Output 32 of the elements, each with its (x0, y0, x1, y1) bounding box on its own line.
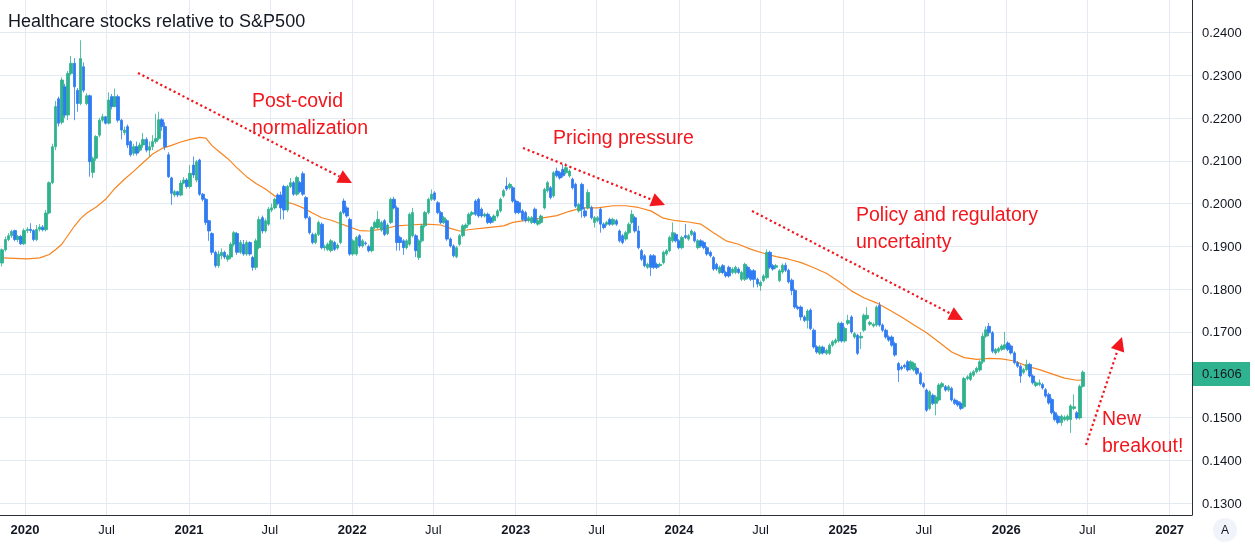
y-tick-label: 0.1900 (1202, 238, 1242, 254)
annotation: Policy and regulatory uncertainty (856, 202, 1039, 254)
x-tick-label: 2021 (174, 522, 204, 537)
y-tick-label: 0.2400 (1202, 25, 1242, 41)
y-tick-label: 0.1500 (1202, 409, 1242, 425)
x-tick-label: 2027 (1155, 522, 1185, 537)
x-tick-label: Jul (752, 522, 769, 537)
x-tick-label: 2024 (664, 522, 695, 537)
y-tick-label: 0.1300 (1202, 495, 1242, 511)
x-tick-label: 2022 (337, 522, 367, 537)
annotation: Post-covid normalization (252, 88, 368, 140)
x-tick-label: 2025 (828, 522, 858, 537)
x-tick-label: 2023 (501, 522, 531, 537)
y-tick-label: 0.2300 (1202, 67, 1242, 83)
y-tick-label: 0.1700 (1202, 324, 1242, 340)
x-tick-label: Jul (424, 522, 442, 537)
text: 0.1606 (1193, 362, 1250, 386)
text: Healthcare stocks relative to S&P500 (8, 11, 306, 31)
y-tick-label: 0.2000 (1202, 196, 1242, 212)
y-tick-label: 0.1400 (1202, 452, 1242, 468)
annotation: New breakout! (1102, 406, 1184, 458)
x-tick-label: 2026 (991, 522, 1021, 537)
x-tick-label: 2020 (10, 522, 40, 537)
x-tick-label: Jul (915, 522, 933, 537)
x-tick-label: Jul (261, 522, 279, 537)
y-tick-label: 0.1800 (1202, 281, 1242, 297)
x-tick-label: Jul (588, 522, 606, 537)
y-tick-label: 0.2200 (1202, 110, 1242, 126)
y-tick-label: 0.2100 (1202, 153, 1242, 169)
x-tick-label: Jul (98, 522, 115, 537)
x-tick-label: Jul (1078, 522, 1096, 537)
annotation: Pricing pressure (553, 125, 694, 150)
